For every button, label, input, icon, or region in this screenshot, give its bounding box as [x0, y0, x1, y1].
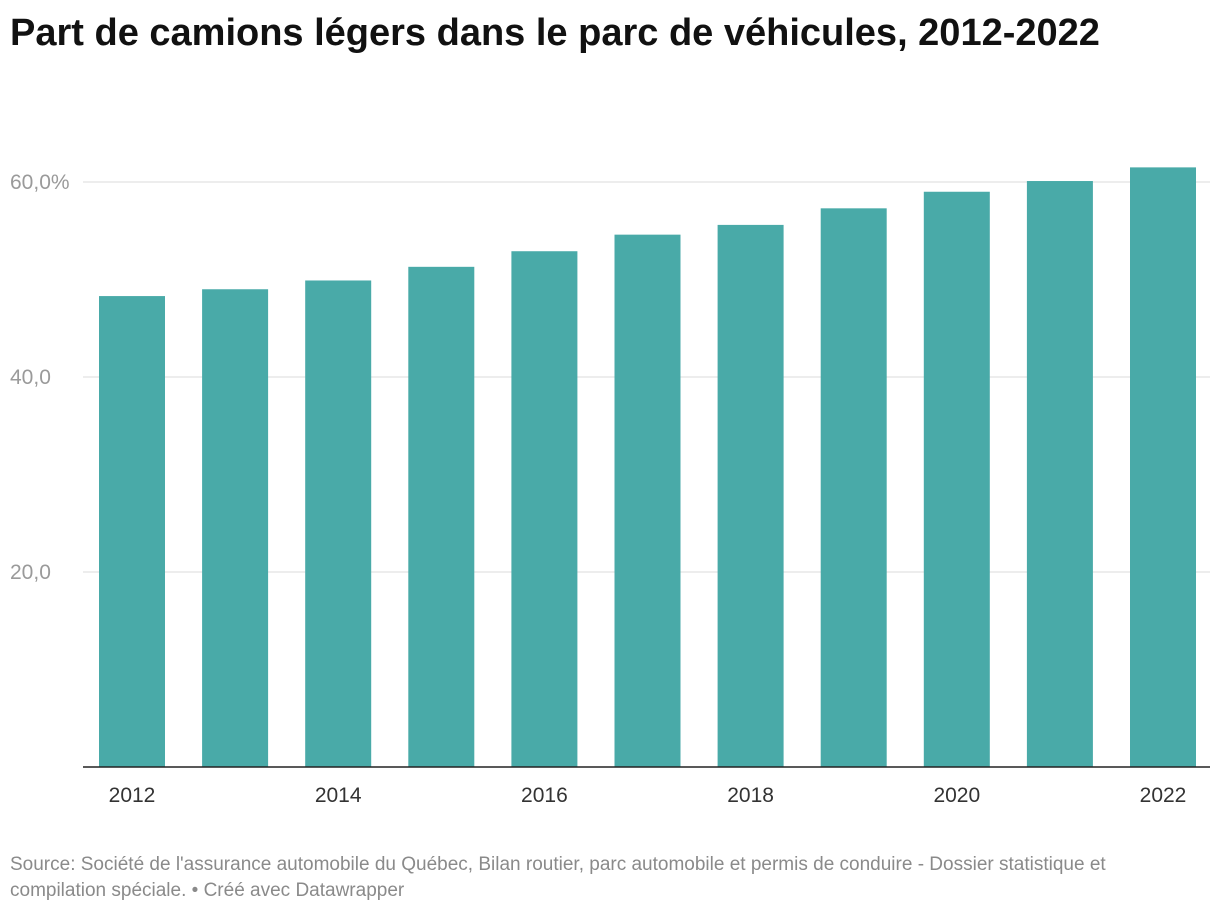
y-tick-label-60: 60,0% — [10, 171, 70, 194]
x-tick-label-2014: 2014 — [315, 784, 362, 807]
x-tick-label-2022: 2022 — [1140, 784, 1187, 807]
y-tick-label-40: 40,0 — [10, 366, 51, 389]
bar-2014 — [305, 280, 372, 767]
chart-title: Part de camions légers dans le parc de v… — [10, 12, 1100, 54]
bar-2020 — [923, 191, 990, 767]
y-axis-labels: 20,0 40,0 60,0% — [10, 171, 70, 584]
source-note: Source: Société de l'assurance automobil… — [10, 854, 1106, 901]
x-tick-label-2012: 2012 — [109, 784, 156, 807]
bar-2015 — [408, 266, 475, 767]
x-tick-label-2016: 2016 — [521, 784, 568, 807]
bar-2013 — [202, 289, 269, 767]
bar-2012 — [99, 296, 165, 767]
bar-2018 — [717, 224, 784, 767]
x-tick-label-2018: 2018 — [727, 784, 774, 807]
bar-2016 — [511, 251, 578, 768]
bars — [99, 167, 1196, 768]
y-tick-label-20: 20,0 — [10, 561, 51, 584]
bar-2022 — [1130, 167, 1196, 767]
x-tick-label-2020: 2020 — [933, 784, 980, 807]
bar-2021 — [1026, 181, 1093, 767]
x-axis-labels: 2012 2014 2016 2018 2020 2022 — [109, 784, 1187, 807]
bar-2017 — [614, 234, 681, 767]
bar-2019 — [820, 208, 887, 767]
